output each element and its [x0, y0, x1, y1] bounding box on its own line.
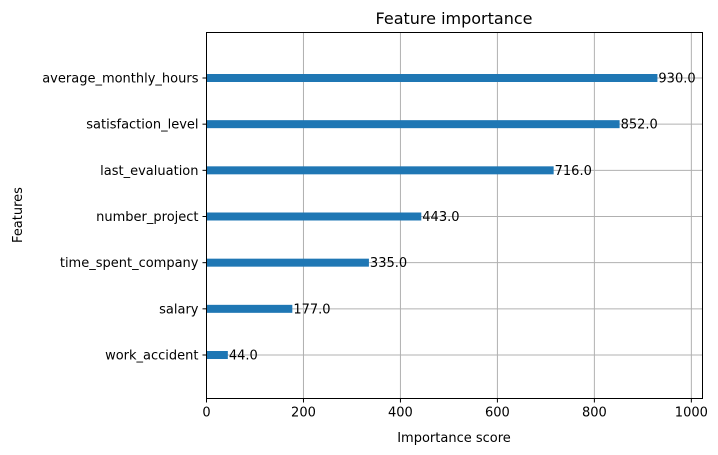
x-tick-label: 400: [388, 406, 413, 421]
bar-value-label: 852.0: [621, 118, 658, 133]
chart-title: Feature importance: [376, 9, 533, 28]
bar-value-label: 335.0: [370, 256, 407, 271]
x-axis-label: Importance score: [397, 431, 511, 446]
bars: [206, 74, 658, 359]
plot-frame: [206, 32, 703, 399]
y-tick-label: satisfaction_level: [86, 118, 198, 133]
x-axis-ticks: 0 200 400 600 800 1000: [202, 398, 708, 421]
x-tick-label: 1000: [675, 406, 708, 421]
x-tick-label: 0: [202, 406, 210, 421]
x-tick-label: 600: [485, 406, 510, 421]
y-tick-label: last_evaluation: [100, 164, 198, 179]
bar: [206, 304, 293, 313]
bar-value-label: 177.0: [293, 302, 330, 317]
bar: [206, 351, 228, 359]
y-tick-label: work_accident: [105, 349, 198, 364]
y-axis-label: Features: [11, 187, 26, 243]
x-tick-label: 800: [582, 406, 607, 421]
bar: [206, 120, 620, 129]
y-tick-label: number_project: [96, 210, 198, 225]
bar: [206, 258, 369, 267]
bar-value-label: 930.0: [658, 72, 695, 87]
y-axis-ticks: work_accident salary time_spent_company num…: [42, 72, 207, 364]
y-tick-label: average_monthly_hours: [42, 72, 198, 87]
x-tick-label: 200: [291, 406, 316, 421]
bar-value-label: 443.0: [422, 210, 459, 225]
value-labels: 44.0 177.0 335.0 443.0 716.0 852.0 930.0: [229, 72, 696, 364]
bar: [206, 166, 554, 175]
bar: [206, 74, 658, 82]
bar: [206, 212, 422, 221]
bar-value-label: 44.0: [229, 349, 258, 364]
bar-value-label: 716.0: [555, 164, 592, 179]
y-tick-label: salary: [159, 302, 199, 317]
y-tick-label: time_spent_company: [60, 256, 199, 271]
